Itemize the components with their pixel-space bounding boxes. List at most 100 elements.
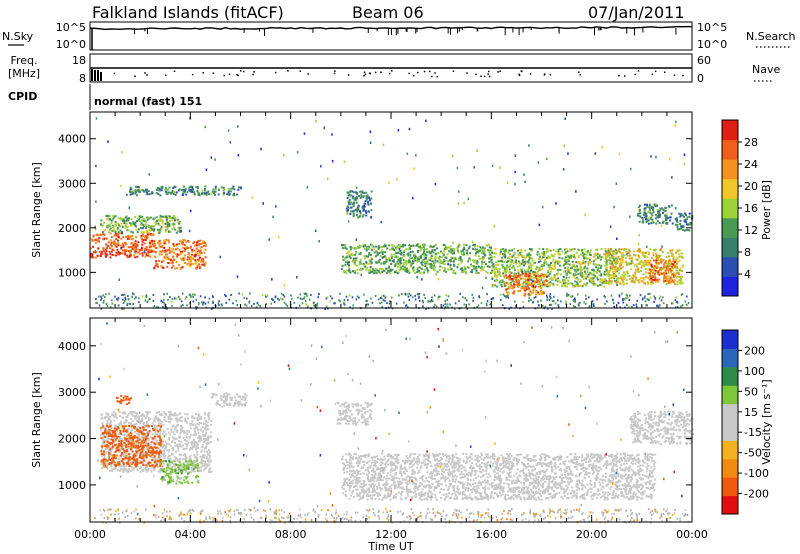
power-cell-1275 bbox=[430, 267, 433, 270]
power-cell-3565 bbox=[626, 294, 629, 297]
power-cell-4014 bbox=[296, 276, 298, 279]
power-cell-1020 bbox=[351, 197, 354, 200]
power-cell-423 bbox=[167, 257, 169, 260]
power-cell-4005 bbox=[625, 262, 628, 265]
power-cell-3560 bbox=[449, 303, 451, 306]
power-cell-935 bbox=[352, 212, 355, 215]
power-cell-3921 bbox=[577, 293, 579, 296]
power-cell-1434 bbox=[425, 262, 427, 265]
nave-dot-24 bbox=[144, 72, 146, 74]
power-cell-3945 bbox=[366, 299, 368, 302]
power-cell-3235 bbox=[669, 269, 672, 272]
power-cell-3971 bbox=[674, 124, 676, 127]
power-cell-213 bbox=[92, 256, 95, 259]
power-cell-1213 bbox=[482, 258, 485, 261]
power-cell-1452 bbox=[395, 256, 398, 259]
power-cell-2667 bbox=[538, 281, 541, 284]
power-cell-2426 bbox=[592, 270, 595, 273]
power-cell-757 bbox=[195, 186, 198, 189]
power-cell-689 bbox=[137, 217, 140, 220]
velocity-cell-481 bbox=[104, 439, 107, 442]
power-cell-412 bbox=[195, 244, 198, 247]
power-ytick-label-1: 2000 bbox=[58, 222, 86, 235]
power-cell-301 bbox=[153, 240, 156, 243]
power-cell-137 bbox=[135, 248, 138, 251]
power-cell-2457 bbox=[574, 272, 577, 275]
power-cell-3925 bbox=[619, 306, 621, 309]
power-cell-3102 bbox=[639, 277, 642, 280]
power-cell-205 bbox=[130, 242, 133, 245]
power-cell-219 bbox=[99, 255, 102, 258]
power-cell-992 bbox=[362, 214, 365, 216]
power-cell-1710 bbox=[417, 256, 420, 259]
power-cell-3745 bbox=[163, 293, 165, 296]
power-cell-3383 bbox=[666, 221, 669, 224]
velocity-cell-394 bbox=[171, 466, 174, 468]
power-cell-2624 bbox=[540, 283, 542, 286]
power-cell-328 bbox=[157, 241, 160, 244]
freq-label: Freq. bbox=[10, 54, 37, 67]
power-cell-3702 bbox=[612, 302, 615, 305]
power-cell-3439 bbox=[100, 297, 103, 300]
power-cell-2774 bbox=[609, 269, 612, 272]
velocity-cell-43 bbox=[179, 428, 182, 431]
power-cell-3393 bbox=[688, 212, 691, 215]
power-cell-307 bbox=[163, 257, 166, 260]
power-cell-3776 bbox=[377, 298, 380, 301]
power-cell-3855 bbox=[554, 302, 557, 305]
power-cell-3107 bbox=[659, 267, 662, 269]
power-cell-2525 bbox=[495, 276, 498, 279]
power-cell-3609 bbox=[485, 302, 488, 305]
power-cell-686 bbox=[147, 229, 150, 232]
power-cell-1136 bbox=[477, 271, 480, 274]
power-cell-3973 bbox=[458, 190, 460, 193]
power-cell-2140 bbox=[502, 255, 505, 258]
power-cell-2905 bbox=[634, 263, 637, 266]
power-cell-2482 bbox=[613, 277, 616, 280]
power-cell-4072 bbox=[564, 117, 566, 120]
power-cell-2361 bbox=[527, 268, 530, 271]
power-cell-2780 bbox=[676, 265, 678, 268]
power-cell-3394 bbox=[680, 213, 683, 216]
power-cell-1155 bbox=[482, 252, 485, 255]
power-cell-3755 bbox=[528, 297, 530, 300]
power-cell-3116 bbox=[630, 258, 633, 261]
nsearch-tick-top: 10^5 bbox=[697, 21, 727, 34]
power-cell-2570 bbox=[522, 283, 524, 286]
power-cell-1128 bbox=[421, 259, 424, 262]
power-cell-3597 bbox=[551, 300, 554, 303]
power-cell-2252 bbox=[545, 251, 548, 254]
power-cell-3356 bbox=[648, 206, 651, 209]
power-cell-177 bbox=[102, 247, 105, 250]
power-cell-694 bbox=[146, 231, 149, 234]
power-cell-891 bbox=[184, 189, 186, 192]
velocity-cell-393 bbox=[156, 459, 159, 461]
power-cell-2878 bbox=[652, 254, 655, 257]
power-cell-3637 bbox=[257, 303, 260, 306]
power-scatter bbox=[90, 117, 694, 310]
power-cell-3849 bbox=[197, 303, 200, 306]
power-cell-3436 bbox=[680, 227, 683, 230]
power-cell-2993 bbox=[620, 264, 623, 267]
power-cell-1444 bbox=[430, 250, 433, 253]
power-cell-99 bbox=[117, 253, 120, 256]
power-cell-1857 bbox=[550, 253, 553, 256]
power-cell-2133 bbox=[554, 279, 557, 282]
power-cell-1951 bbox=[511, 280, 514, 283]
power-cell-3237 bbox=[648, 272, 651, 275]
power-cell-1346 bbox=[347, 265, 350, 268]
power-cell-3438 bbox=[282, 294, 284, 296]
power-cell-1605 bbox=[451, 248, 454, 250]
velocity-cell-363 bbox=[179, 419, 182, 422]
power-cell-1588 bbox=[382, 256, 385, 258]
power-cell-2639 bbox=[530, 283, 533, 286]
velocity-cell-63 bbox=[191, 419, 194, 422]
power-cell-1637 bbox=[371, 258, 374, 261]
power-cell-1623 bbox=[427, 259, 430, 262]
velocity-cell-630 bbox=[102, 424, 104, 427]
nave-dot-47 bbox=[579, 74, 581, 76]
power-cell-779 bbox=[233, 188, 236, 191]
power-cell-3164 bbox=[670, 261, 673, 264]
power-cell-3718 bbox=[430, 299, 433, 301]
velocity-cell-92 bbox=[163, 418, 166, 421]
